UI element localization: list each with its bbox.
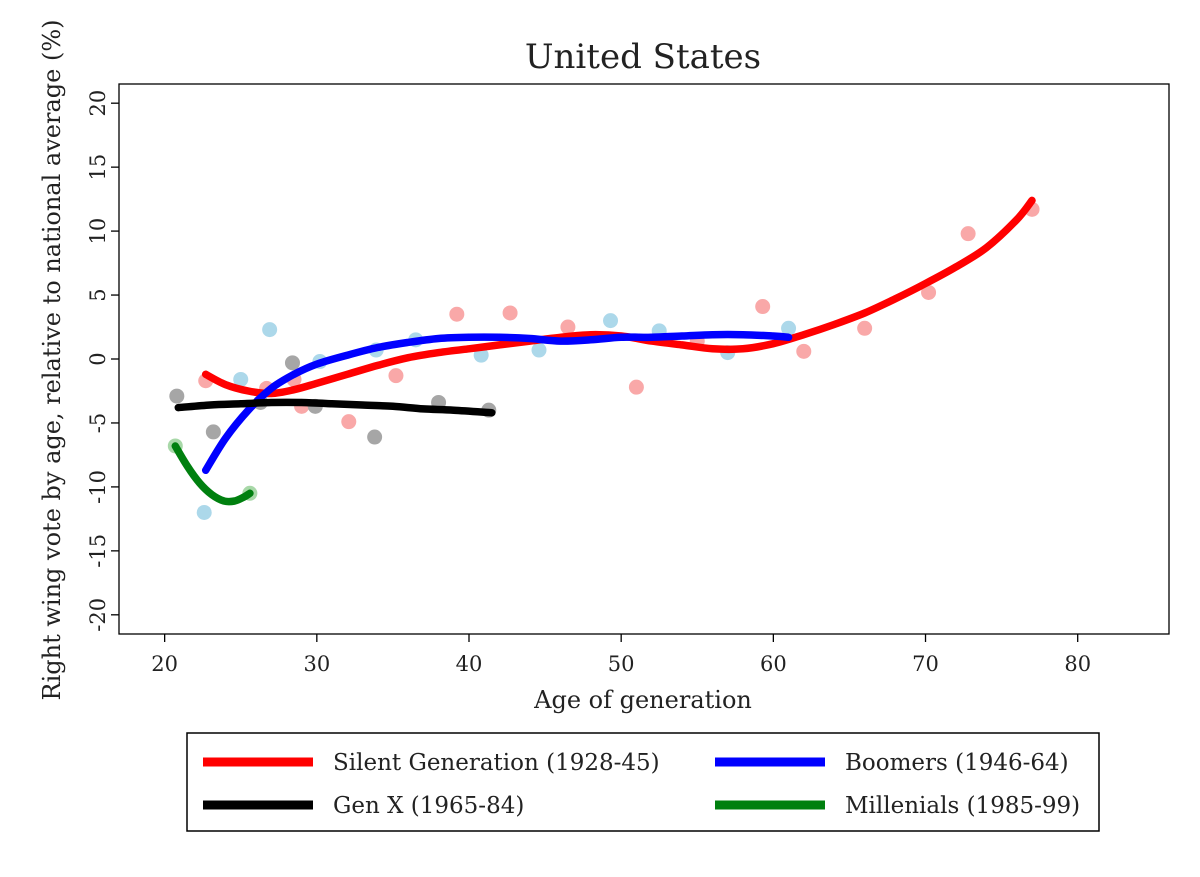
- x-axis-label: Age of generation: [533, 686, 752, 714]
- curves-layer: [171, 196, 1036, 506]
- data-point: [531, 342, 547, 358]
- data-point: [796, 343, 812, 359]
- x-tick-label: 50: [608, 652, 635, 676]
- data-point: [960, 226, 976, 242]
- legend-frame: [186, 732, 1100, 832]
- legend-label: Gen X (1965-84): [333, 793, 524, 819]
- y-tick-label: 5: [86, 288, 110, 301]
- data-point: [196, 504, 212, 520]
- y-tick-label: -15: [86, 534, 110, 568]
- y-tick-label: 20: [86, 90, 110, 117]
- x-tick-label: 80: [1064, 652, 1091, 676]
- data-point: [628, 379, 644, 395]
- data-point: [502, 305, 518, 321]
- data-point: [169, 388, 185, 404]
- y-axis: -20 -15 -10 -5 0 5 10 15 20: [86, 90, 119, 632]
- data-point: [781, 320, 797, 336]
- legend-label: Millenials (1985-99): [845, 793, 1080, 819]
- data-point: [233, 371, 249, 387]
- y-tick-label: -20: [86, 598, 110, 632]
- x-tick-label: 70: [912, 652, 939, 676]
- y-tick-label: 0: [86, 352, 110, 365]
- y-tick-label: -10: [86, 470, 110, 504]
- x-tick-label: 20: [151, 652, 178, 676]
- data-point: [755, 299, 771, 315]
- data-point: [262, 322, 278, 338]
- data-point: [388, 368, 404, 384]
- legend-label: Boomers (1946-64): [845, 750, 1069, 776]
- series-line-boomers: [201, 330, 793, 475]
- data-point: [921, 284, 937, 300]
- data-point: [341, 414, 357, 430]
- x-tick-label: 30: [303, 652, 330, 676]
- data-point: [449, 306, 465, 322]
- data-point: [205, 424, 221, 440]
- y-tick-label: 10: [86, 218, 110, 245]
- series-line-genx: [174, 398, 496, 417]
- x-tick-label: 60: [760, 652, 787, 676]
- data-point: [857, 320, 873, 336]
- data-point: [560, 319, 576, 335]
- series-line-millenials: [171, 442, 254, 506]
- y-tick-label: -5: [86, 413, 110, 433]
- y-axis-label: Right wing vote by age, relative to nati…: [38, 20, 66, 701]
- x-tick-label: 40: [456, 652, 483, 676]
- chart-title: United States: [525, 37, 761, 77]
- legend: Silent Generation (1928-45) Boomers (1946…: [186, 732, 1100, 832]
- x-axis: 20 30 40 50 60 70 80: [151, 634, 1091, 676]
- y-tick-label: 15: [86, 154, 110, 181]
- legend-label: Silent Generation (1928-45): [333, 750, 660, 776]
- data-point: [367, 429, 383, 445]
- data-point: [603, 313, 619, 329]
- data-point: [284, 355, 300, 371]
